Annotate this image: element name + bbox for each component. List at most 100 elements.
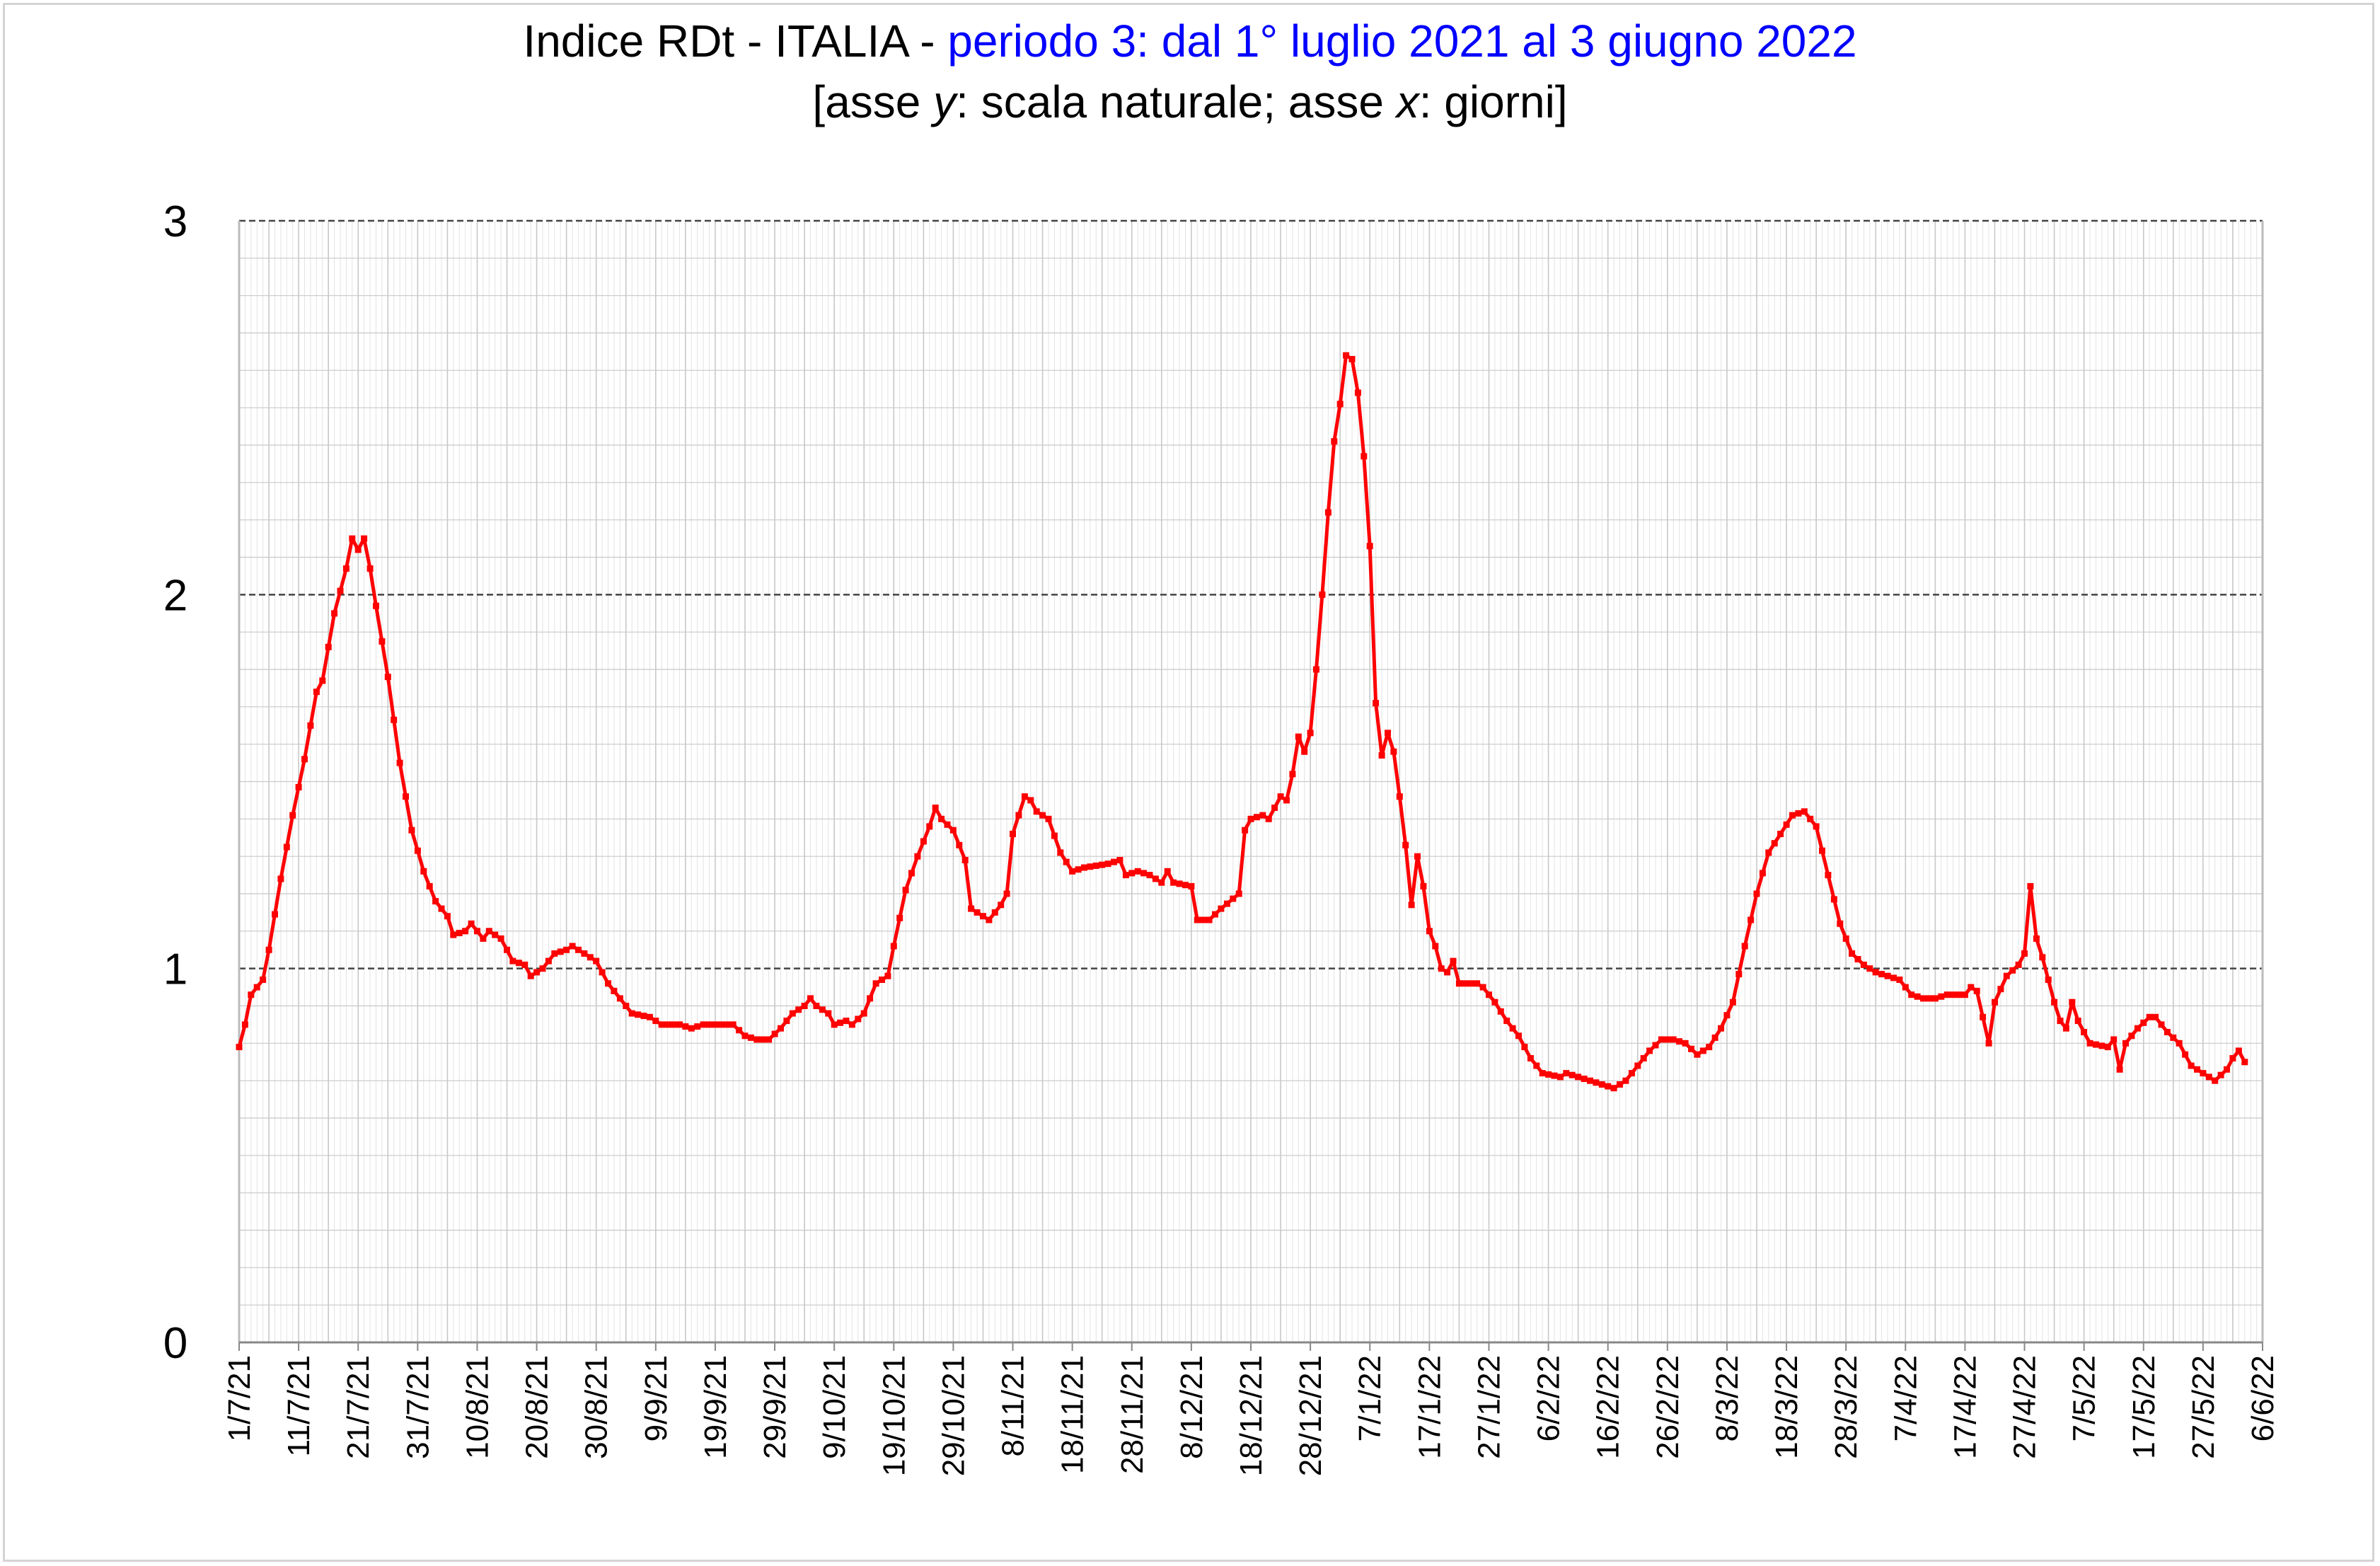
data-point — [1206, 916, 1213, 923]
data-point — [1111, 858, 1117, 865]
data-point — [932, 805, 939, 811]
data-point — [1212, 911, 1218, 918]
data-point — [664, 1021, 671, 1028]
data-point — [1759, 870, 1766, 877]
x-tick-label: 9/10/21 — [817, 1355, 852, 1459]
data-point — [1950, 991, 1957, 998]
data-point — [587, 954, 594, 961]
data-point — [896, 914, 903, 921]
data-point — [2128, 1032, 2135, 1040]
data-point — [539, 965, 546, 972]
x-tick-label: 7/5/22 — [2067, 1355, 2102, 1441]
data-point — [1414, 853, 1421, 860]
data-point — [1837, 920, 1844, 927]
data-point — [1587, 1077, 1593, 1084]
data-point — [2188, 1062, 2195, 1069]
data-point — [575, 946, 582, 953]
data-point — [432, 898, 439, 905]
data-point — [2003, 972, 2010, 979]
series-line — [237, 353, 2247, 1090]
data-point — [771, 1030, 778, 1037]
data-point — [2093, 1041, 2099, 1048]
data-point — [1706, 1044, 1713, 1051]
data-point — [1849, 950, 1856, 957]
data-point — [902, 887, 909, 894]
data-point — [724, 1021, 731, 1028]
data-point — [1479, 984, 1486, 991]
data-point — [831, 1021, 838, 1028]
data-point — [265, 946, 272, 953]
data-point — [1896, 977, 1903, 983]
x-tick-label: 29/10/21 — [936, 1355, 971, 1476]
data-point — [2134, 1025, 2141, 1032]
data-point — [1057, 849, 1064, 856]
data-point — [1545, 1071, 1552, 1078]
data-point — [1343, 352, 1350, 359]
data-point — [277, 875, 284, 882]
data-point — [1348, 356, 1356, 362]
data-point — [658, 1021, 665, 1028]
data-point — [2021, 950, 2028, 957]
data-point — [1045, 815, 1052, 822]
data-point — [872, 980, 879, 987]
data-point — [986, 916, 993, 923]
data-point — [1462, 980, 1469, 987]
data-point — [1682, 1040, 1689, 1047]
y-axis-tick-labels: 0 1 2 3 — [163, 197, 187, 1368]
data-point — [1010, 831, 1016, 837]
data-point — [712, 1021, 719, 1028]
data-point — [272, 911, 278, 918]
data-point — [1968, 984, 1975, 991]
data-point — [2200, 1070, 2207, 1077]
data-point — [640, 1013, 647, 1020]
y-tick-label: 3 — [163, 197, 187, 246]
data-point — [1866, 965, 1873, 972]
x-tick-label: 19/9/21 — [698, 1355, 733, 1459]
data-point — [1956, 991, 1963, 998]
data-point — [974, 909, 981, 916]
data-point — [670, 1021, 677, 1028]
data-point — [1813, 823, 1820, 830]
data-point — [551, 950, 558, 957]
data-point — [825, 1010, 832, 1017]
data-point — [2212, 1077, 2219, 1084]
data-point — [1390, 748, 1397, 755]
data-point — [1444, 969, 1451, 976]
data-point — [2152, 1013, 2159, 1020]
data-point — [1961, 991, 1968, 998]
data-point — [504, 946, 510, 953]
y-tick-label: 2 — [163, 571, 187, 620]
data-point — [1652, 1042, 1659, 1049]
data-point — [682, 1023, 689, 1030]
data-point — [753, 1036, 761, 1043]
data-point — [860, 1010, 867, 1017]
data-point — [1890, 974, 1897, 981]
data-point — [2182, 1051, 2189, 1058]
data-point — [1670, 1036, 1677, 1043]
data-point — [920, 838, 927, 845]
data-point — [1908, 991, 1915, 998]
x-axis-tick-labels: 1/7/21 11/7/21 21/7/21 31/7/21 10/8/21 20/8/2… — [222, 1342, 2280, 1476]
data-point — [545, 957, 552, 965]
data-point — [403, 793, 409, 800]
data-point — [1819, 847, 1825, 854]
data-point — [2158, 1021, 2165, 1028]
data-point — [521, 961, 528, 968]
data-point — [391, 716, 398, 723]
data-point — [1729, 998, 1736, 1006]
data-point — [2098, 1042, 2105, 1049]
data-point — [1277, 793, 1284, 800]
data-point — [1646, 1047, 1653, 1054]
data-point — [426, 882, 433, 889]
x-tick-label: 29/9/21 — [758, 1355, 792, 1459]
data-point — [2015, 961, 2022, 968]
x-tick-label: 30/8/21 — [579, 1355, 614, 1459]
data-point — [1503, 1018, 1510, 1025]
title-period: periodo 3: dal 1° luglio 2021 al 3 giugn… — [947, 16, 1857, 67]
data-point — [2176, 1040, 2183, 1047]
data-point — [1533, 1062, 1540, 1069]
x-tick-label: 17/4/22 — [1948, 1355, 1982, 1459]
data-point — [747, 1034, 754, 1041]
subtitle-mid: : scala naturale; asse — [956, 76, 1397, 127]
data-point — [1253, 814, 1260, 821]
